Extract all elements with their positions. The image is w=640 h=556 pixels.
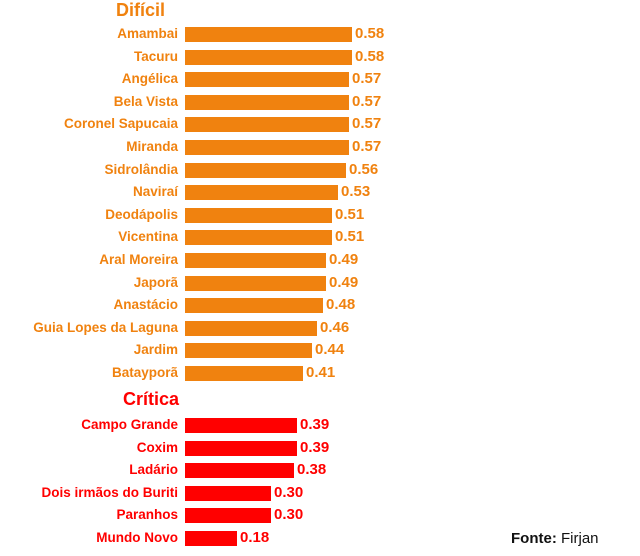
bar-row: Jardim 0.44 <box>0 340 640 363</box>
bar-row: Angélica 0.57 <box>0 69 640 92</box>
category-label: Aral Moreira <box>99 252 178 267</box>
bar <box>185 162 346 178</box>
value-label: 0.58 <box>355 25 385 42</box>
bar <box>185 440 297 456</box>
category-label: Anastácio <box>113 297 178 313</box>
category-label: Deodápolis <box>105 206 178 222</box>
bar <box>185 140 349 155</box>
value-label: 0.57 <box>352 92 382 110</box>
value-label: 0.56 <box>349 160 379 178</box>
value-label: 0.18 <box>240 529 270 546</box>
category-label: Campo Grande <box>81 417 178 432</box>
bar <box>185 72 349 88</box>
bar <box>185 418 297 433</box>
value-label: 0.41 <box>306 364 336 381</box>
bar-row: Sidrolândia 0.56 <box>0 160 640 183</box>
value-label: 0.53 <box>341 183 371 201</box>
bar <box>185 49 352 65</box>
bar <box>185 320 317 336</box>
value-label: 0.51 <box>335 205 365 223</box>
bar <box>185 531 237 546</box>
section-title-critica: Crítica <box>123 389 180 409</box>
value-label: 0.57 <box>352 138 382 155</box>
source-label: Fonte: <box>511 530 557 547</box>
bar-row: Anastácio 0.48 <box>0 295 640 318</box>
bar-row: Batayporã 0.41 <box>0 363 640 386</box>
section-title-dificil: Difícil <box>116 0 166 20</box>
bar <box>185 485 271 501</box>
bar <box>185 207 332 223</box>
category-label: Sidrolândia <box>104 161 178 177</box>
bar-row: Campo Grande 0.39 <box>0 415 640 438</box>
bar <box>185 117 349 133</box>
bar <box>185 185 338 201</box>
category-label: Amambai <box>117 26 178 41</box>
bar-row: Tacuru 0.58 <box>0 47 640 70</box>
bar-row: Amambai 0.58 <box>0 24 640 47</box>
value-label: 0.30 <box>274 483 304 501</box>
bar <box>185 275 326 291</box>
value-label: 0.49 <box>329 273 359 291</box>
value-label: 0.30 <box>274 506 304 524</box>
source-note: Fonte: Firjan <box>511 530 599 547</box>
bar <box>185 253 326 268</box>
bar <box>185 343 312 359</box>
bar-row: Coxim 0.39 <box>0 438 640 461</box>
category-label: Dois irmãos do Buriti <box>41 484 178 500</box>
bar-row: Aral Moreira 0.49 <box>0 250 640 273</box>
category-label: Batayporã <box>111 365 178 380</box>
category-label: Jardim <box>133 342 178 358</box>
value-label: 0.39 <box>300 416 330 433</box>
category-label: Miranda <box>126 139 178 154</box>
source-value: Firjan <box>561 530 599 547</box>
bar-row: Dois irmãos do Buriti 0.30 <box>0 483 640 506</box>
value-label: 0.51 <box>335 228 365 246</box>
value-label: 0.46 <box>320 318 350 336</box>
value-label: 0.57 <box>352 115 382 133</box>
bar-row: Deodápolis 0.51 <box>0 205 640 228</box>
bar-row: Japorã 0.49 <box>0 273 640 296</box>
bar <box>185 94 349 110</box>
category-label: Vicentina <box>118 229 178 245</box>
value-label: 0.39 <box>300 438 330 456</box>
category-label: Japorã <box>133 274 178 290</box>
bar-row: Coronel Sapucaia 0.57 <box>0 114 640 137</box>
bar-row: Guia Lopes da Laguna 0.46 <box>0 318 640 341</box>
bar-row: Paranhos 0.30 <box>0 505 640 528</box>
bar-row: Naviraí 0.53 <box>0 182 640 205</box>
bar-row: Vicentina 0.51 <box>0 227 640 250</box>
value-label: 0.49 <box>329 251 359 268</box>
bar-row: Miranda 0.57 <box>0 137 640 160</box>
category-label: Guia Lopes da Laguna <box>33 319 178 335</box>
bar-row: Ladário 0.38 <box>0 460 640 483</box>
category-label: Angélica <box>121 71 178 87</box>
bar-row: Bela Vista 0.57 <box>0 92 640 115</box>
bar <box>185 366 303 381</box>
value-label: 0.48 <box>326 296 356 314</box>
bar <box>185 230 332 246</box>
category-label: Naviraí <box>132 184 178 200</box>
bar <box>185 463 294 479</box>
category-label: Tacuru <box>133 48 178 64</box>
bar-row: Mundo Novo 0.18 <box>0 528 640 551</box>
category-label: Mundo Novo <box>96 530 178 545</box>
value-label: 0.38 <box>297 461 327 479</box>
bar <box>185 508 271 524</box>
value-label: 0.58 <box>355 47 385 65</box>
category-label: Bela Vista <box>113 93 178 109</box>
bar <box>185 298 323 314</box>
category-label: Coronel Sapucaia <box>63 116 178 132</box>
value-label: 0.57 <box>352 70 382 88</box>
value-label: 0.44 <box>315 341 345 359</box>
category-label: Coxim <box>136 439 178 455</box>
category-label: Paranhos <box>116 507 178 523</box>
category-label: Ladário <box>129 462 178 478</box>
bar <box>185 27 352 42</box>
